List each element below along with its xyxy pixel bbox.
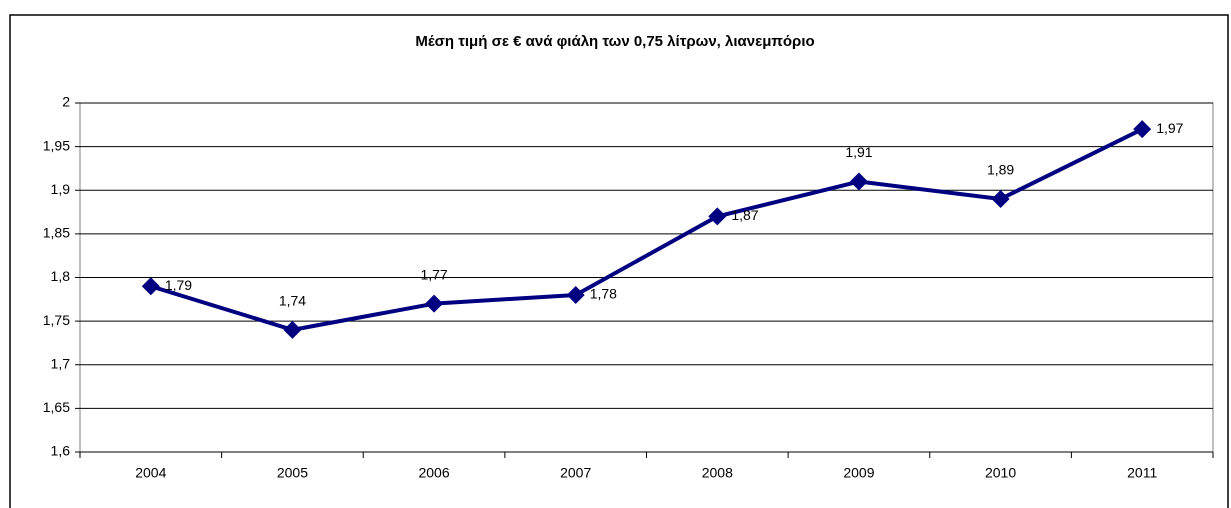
- y-tick-label: 1,8: [51, 268, 71, 284]
- x-tick-label: 2010: [985, 465, 1016, 481]
- x-tick-label: 2011: [1127, 465, 1157, 481]
- y-tick-label: 1,9: [51, 181, 71, 197]
- x-tick-label: 2006: [418, 465, 449, 481]
- data-label: 1,97: [1156, 120, 1183, 136]
- y-tick-label: 1,85: [43, 225, 70, 241]
- point-marker: [1133, 120, 1152, 139]
- x-tick-label: 2004: [135, 465, 166, 481]
- data-label: 1,78: [590, 286, 617, 302]
- point-marker: [566, 285, 585, 304]
- chart-frame: [9, 14, 1229, 508]
- x-tick-label: 2005: [277, 465, 308, 481]
- x-tick-label: 2007: [560, 465, 591, 481]
- y-tick-label: 2: [62, 94, 70, 110]
- data-label: 1,74: [279, 293, 306, 309]
- data-label: 1,89: [987, 162, 1014, 178]
- y-tick-label: 1,65: [43, 399, 70, 415]
- series-line: [150, 127, 1144, 332]
- chart-title: Μέση τιμή σε € ανά φιάλη των 0,75 λίτρων…: [415, 33, 814, 50]
- point-marker: [991, 189, 1010, 208]
- y-tick-label: 1,6: [51, 443, 71, 459]
- y-tick-label: 1,75: [43, 312, 70, 328]
- point-marker: [708, 207, 727, 226]
- data-label: 1,87: [731, 207, 758, 223]
- point-marker: [849, 172, 868, 191]
- point-marker: [283, 320, 302, 339]
- point-marker: [141, 277, 160, 296]
- data-label: 1,77: [420, 266, 447, 282]
- x-tick-label: 2009: [843, 465, 874, 481]
- x-tick-label: 2008: [702, 465, 733, 481]
- point-marker: [425, 294, 444, 313]
- y-tick-label: 1,95: [43, 137, 70, 153]
- data-label: 1,91: [845, 144, 872, 160]
- data-label: 1,79: [165, 277, 192, 293]
- y-tick-label: 1,7: [51, 355, 71, 371]
